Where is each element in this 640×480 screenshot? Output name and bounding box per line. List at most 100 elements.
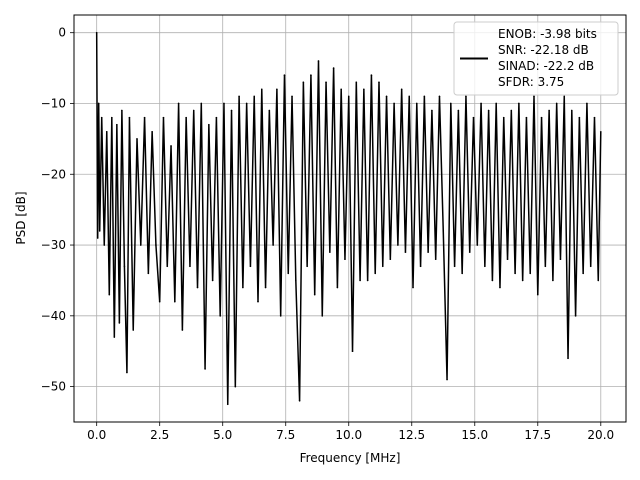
x-tick-label: 20.0 [587, 428, 614, 442]
psd-data-point [355, 81, 358, 84]
psd-data-point [431, 109, 433, 112]
psd-data-point [121, 109, 123, 112]
psd-data-point [230, 109, 233, 112]
psd-data-point [484, 265, 486, 268]
psd-data-point [136, 138, 138, 140]
psd-data-point [132, 329, 135, 331]
psd-data-point [586, 102, 588, 105]
psd-data-point [589, 265, 592, 268]
y-tick-label: −40 [41, 309, 66, 323]
psd-data-point [329, 251, 331, 253]
psd-data-point [215, 116, 218, 119]
psd-data-point [264, 286, 267, 289]
psd-data-point [510, 109, 513, 112]
psd-data-point [105, 130, 108, 133]
psd-data-point [111, 116, 113, 119]
psd-data-point [100, 116, 103, 119]
psd-data-point [306, 265, 308, 268]
psd-data-point [567, 357, 569, 360]
psd-data-point [529, 272, 532, 275]
psd-data-point [480, 102, 482, 105]
psd-data-point [544, 265, 547, 268]
psd-data-point [226, 403, 229, 406]
plot-data [95, 31, 602, 406]
psd-data-point [211, 279, 214, 282]
psd-data-point [340, 88, 342, 91]
plot-frame [73, 14, 627, 423]
psd-data-point [162, 116, 165, 119]
psd-data-point [457, 109, 460, 112]
psd-data-point [174, 300, 176, 303]
psd-data-point [291, 95, 293, 98]
psd-data-point [597, 279, 600, 282]
legend-label: ENOB: -3.98 bits SNR: -22.18 dB SINAD: -22… [498, 27, 597, 89]
psd-data-point [593, 116, 596, 119]
psd-data-point [359, 279, 361, 282]
psd-data-point [332, 67, 335, 69]
psd-data-point [438, 95, 441, 98]
psd-data-point [540, 116, 543, 119]
psd-data-point [491, 279, 494, 282]
y-tick-label: −10 [41, 96, 66, 110]
psd-data-point [276, 88, 278, 91]
psd-data-point [196, 286, 199, 289]
psd-data-point [366, 279, 369, 282]
psd-data-point [113, 336, 116, 338]
psd-data-point [317, 60, 320, 62]
psd-data-point [453, 265, 456, 268]
psd-data-point [548, 109, 550, 112]
psd-data-point [170, 145, 172, 147]
psd-data-point [555, 102, 558, 105]
psd-data-point [381, 265, 384, 268]
psd-data-point [116, 123, 118, 126]
psd-data-point [408, 95, 411, 98]
psd-data-point [574, 315, 577, 317]
psd-data-point [166, 265, 169, 268]
psd-data-point [415, 102, 418, 105]
psd-data-point [98, 230, 101, 232]
y-tick-label: −20 [41, 167, 66, 181]
psd-data-point [238, 95, 240, 98]
psd-data-point [158, 300, 161, 303]
psd-data-point [147, 272, 150, 275]
legend-label-line: SNR: -22.18 dB [498, 43, 589, 57]
psd-data-point [234, 385, 237, 388]
psd-data-point [96, 237, 99, 239]
legend-label-line: ENOB: -3.98 bits [498, 27, 597, 41]
psd-data-point [559, 258, 562, 261]
psd-data-point [219, 315, 221, 317]
psd-data-point [434, 258, 437, 261]
psd-data-point [412, 286, 414, 289]
psd-data-point [506, 258, 509, 261]
psd-data-point [446, 378, 448, 381]
psd-data-point [321, 315, 324, 317]
psd-data-point [533, 95, 535, 98]
psd-data-point [245, 102, 248, 105]
psd-data-point [393, 102, 395, 105]
psd-data-point [95, 31, 98, 34]
psd-data-point [287, 272, 290, 275]
psd-data-point [268, 109, 271, 112]
psd-data-point [279, 315, 282, 317]
psd-data-point [336, 286, 339, 289]
psd-data-point [419, 265, 422, 268]
psd-data-point [310, 74, 312, 76]
psd-data-point [363, 88, 365, 91]
psd-data-point [423, 95, 426, 98]
psd-data-point [378, 81, 380, 84]
legend: ENOB: -3.98 bits SNR: -22.18 dB SINAD: -22… [453, 21, 619, 96]
psd-data-point [476, 244, 479, 246]
psd-data-point [177, 102, 180, 105]
y-tick-label: −30 [41, 238, 66, 252]
x-tick-label: 2.5 [150, 428, 169, 442]
psd-data-point [260, 88, 263, 91]
y-tick-label: 0 [58, 26, 66, 40]
x-tick-label: 12.5 [398, 428, 425, 442]
psd-data-point [525, 116, 528, 119]
psd-data-point [442, 230, 445, 232]
psd-data-point [351, 350, 354, 353]
psd-data-point [385, 95, 388, 98]
psd-data-point [123, 265, 126, 268]
psd-data-point [502, 116, 505, 119]
